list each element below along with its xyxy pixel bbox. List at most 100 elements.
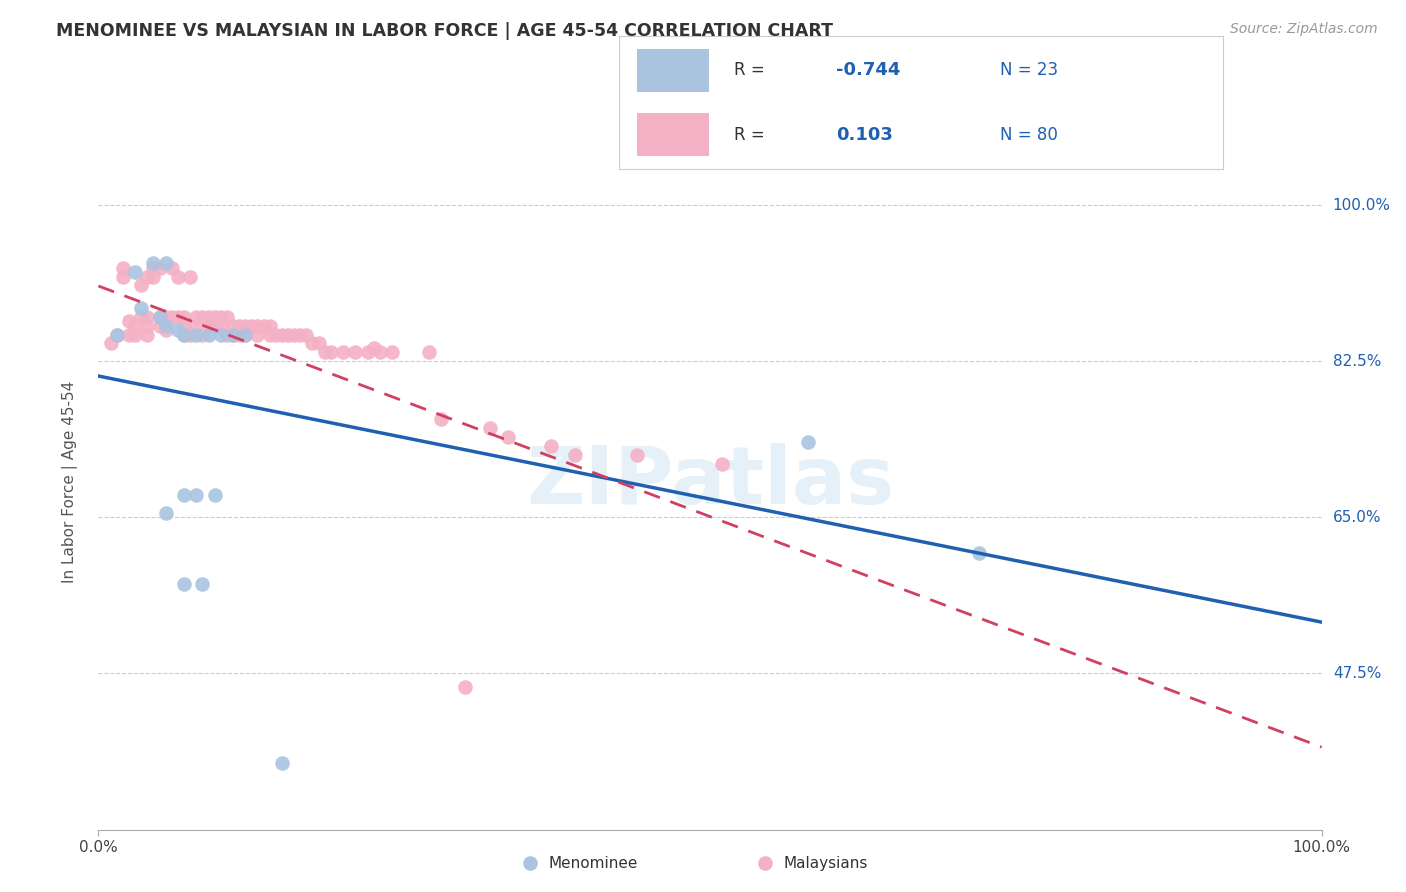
Text: 82.5%: 82.5% bbox=[1333, 354, 1381, 368]
Point bbox=[270, 327, 294, 342]
Point bbox=[155, 256, 177, 270]
Point bbox=[301, 336, 323, 351]
Point bbox=[222, 318, 245, 333]
Point bbox=[186, 327, 208, 342]
Point bbox=[155, 323, 177, 337]
Point bbox=[314, 345, 336, 359]
Point bbox=[160, 260, 183, 275]
Point bbox=[197, 310, 219, 324]
Point bbox=[124, 327, 146, 342]
Point bbox=[233, 318, 256, 333]
Point bbox=[111, 269, 134, 284]
Point bbox=[105, 327, 128, 342]
Point bbox=[160, 310, 183, 324]
Point bbox=[319, 345, 342, 359]
Text: N = 80: N = 80 bbox=[1000, 126, 1057, 144]
Text: ZIPatlas: ZIPatlas bbox=[526, 442, 894, 521]
Point bbox=[155, 318, 177, 333]
Text: Malaysians: Malaysians bbox=[783, 855, 868, 871]
Point bbox=[149, 310, 172, 324]
Point bbox=[173, 488, 195, 502]
Point bbox=[246, 327, 269, 342]
Text: R =: R = bbox=[734, 62, 769, 79]
Point bbox=[124, 265, 146, 279]
Text: R =: R = bbox=[734, 126, 769, 144]
Text: 65.0%: 65.0% bbox=[1333, 510, 1381, 524]
Text: 47.5%: 47.5% bbox=[1333, 666, 1381, 681]
Point bbox=[149, 318, 172, 333]
Point bbox=[173, 577, 195, 591]
Point bbox=[308, 336, 330, 351]
Point bbox=[142, 256, 165, 270]
Text: -0.744: -0.744 bbox=[837, 62, 901, 79]
Point bbox=[136, 327, 159, 342]
Point bbox=[100, 336, 122, 351]
Point bbox=[246, 318, 269, 333]
Point bbox=[204, 488, 226, 502]
Text: 100.0%: 100.0% bbox=[1333, 198, 1391, 212]
Point bbox=[129, 310, 152, 324]
Y-axis label: In Labor Force | Age 45-54: In Labor Force | Age 45-54 bbox=[62, 381, 77, 582]
Point bbox=[129, 278, 152, 293]
Point bbox=[197, 327, 219, 342]
Point bbox=[290, 327, 312, 342]
Point bbox=[519, 856, 541, 871]
Point bbox=[136, 310, 159, 324]
Point bbox=[259, 318, 281, 333]
Point bbox=[191, 327, 214, 342]
Point bbox=[332, 345, 354, 359]
Point bbox=[209, 318, 232, 333]
Point bbox=[496, 430, 519, 444]
Point bbox=[209, 327, 232, 342]
Point bbox=[155, 506, 177, 520]
Point bbox=[215, 310, 238, 324]
Point bbox=[454, 680, 477, 694]
Point bbox=[252, 318, 274, 333]
Point bbox=[430, 412, 453, 426]
Point bbox=[186, 310, 208, 324]
Point bbox=[149, 260, 172, 275]
Point bbox=[111, 260, 134, 275]
Text: MENOMINEE VS MALAYSIAN IN LABOR FORCE | AGE 45-54 CORRELATION CHART: MENOMINEE VS MALAYSIAN IN LABOR FORCE | … bbox=[56, 22, 834, 40]
Point bbox=[264, 327, 287, 342]
Text: Menominee: Menominee bbox=[548, 855, 638, 871]
Text: N = 23: N = 23 bbox=[1000, 62, 1057, 79]
Text: 0.103: 0.103 bbox=[837, 126, 893, 144]
Point bbox=[167, 269, 190, 284]
Point bbox=[344, 345, 367, 359]
Point bbox=[186, 318, 208, 333]
Point bbox=[142, 260, 165, 275]
Point bbox=[197, 318, 219, 333]
Point bbox=[967, 546, 990, 560]
Point bbox=[173, 327, 195, 342]
Text: Source: ZipAtlas.com: Source: ZipAtlas.com bbox=[1230, 22, 1378, 37]
Point bbox=[368, 345, 391, 359]
Point bbox=[167, 323, 190, 337]
Point bbox=[797, 434, 820, 449]
Point bbox=[270, 756, 294, 770]
Point bbox=[295, 327, 318, 342]
Point bbox=[363, 341, 385, 355]
Point bbox=[142, 269, 165, 284]
Point bbox=[240, 318, 263, 333]
Point bbox=[191, 310, 214, 324]
Bar bbox=[637, 49, 710, 92]
Point bbox=[356, 345, 378, 359]
Bar bbox=[637, 113, 710, 156]
Point bbox=[233, 327, 256, 342]
Point bbox=[179, 269, 201, 284]
Point bbox=[129, 301, 152, 315]
Point bbox=[204, 310, 226, 324]
Point bbox=[136, 269, 159, 284]
Point bbox=[167, 310, 190, 324]
Point bbox=[478, 421, 501, 435]
Point bbox=[136, 318, 159, 333]
Point bbox=[418, 345, 440, 359]
Point bbox=[173, 318, 195, 333]
Point bbox=[209, 310, 232, 324]
Point bbox=[173, 310, 195, 324]
Point bbox=[118, 327, 141, 342]
Point bbox=[283, 327, 305, 342]
Point bbox=[626, 448, 648, 462]
Point bbox=[215, 327, 238, 342]
